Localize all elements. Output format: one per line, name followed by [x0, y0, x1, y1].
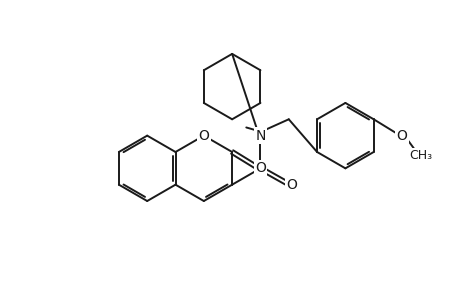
Text: N: N [255, 129, 265, 142]
Text: O: O [285, 178, 297, 192]
Text: O: O [396, 129, 407, 142]
Text: CH₃: CH₃ [409, 149, 431, 162]
Text: O: O [254, 161, 265, 175]
Text: O: O [198, 129, 209, 142]
